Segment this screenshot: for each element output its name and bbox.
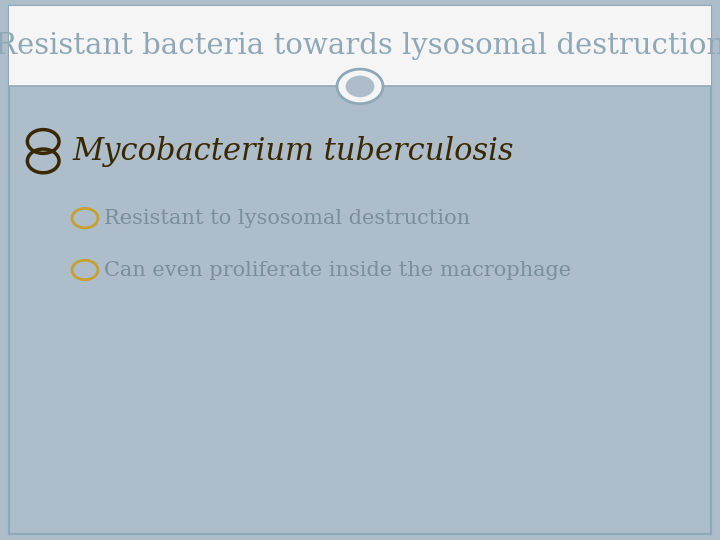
- Text: Mycobacterium tuberculosis: Mycobacterium tuberculosis: [72, 136, 513, 167]
- FancyBboxPatch shape: [9, 6, 711, 86]
- Text: Resistant to lysosomal destruction: Resistant to lysosomal destruction: [104, 208, 471, 228]
- FancyBboxPatch shape: [9, 6, 711, 534]
- Text: Resistant bacteria towards lysosomal destruction: Resistant bacteria towards lysosomal des…: [0, 32, 720, 60]
- Circle shape: [72, 260, 98, 280]
- Text: Can even proliferate inside the macrophage: Can even proliferate inside the macropha…: [104, 260, 572, 280]
- Circle shape: [346, 76, 374, 97]
- Circle shape: [337, 69, 383, 104]
- Circle shape: [72, 208, 98, 228]
